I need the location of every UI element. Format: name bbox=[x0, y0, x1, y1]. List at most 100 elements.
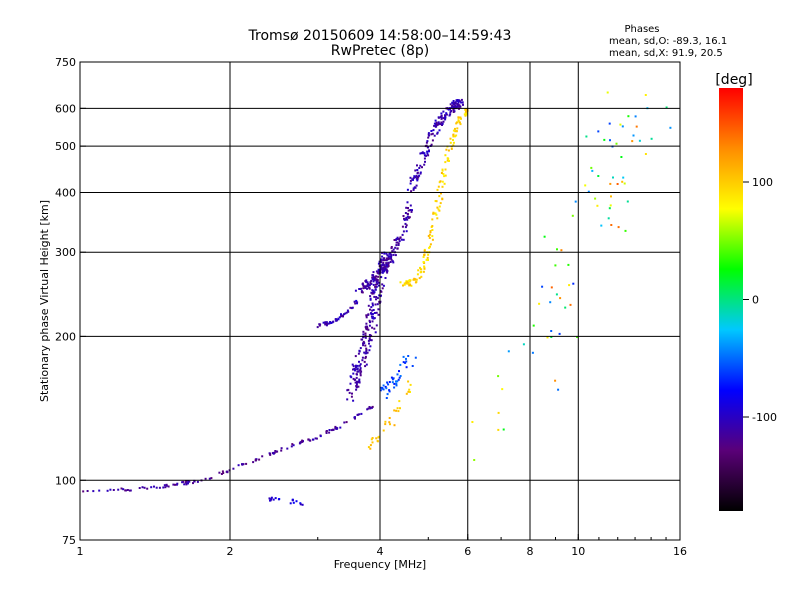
data-point-5-143 bbox=[454, 135, 456, 138]
data-point-9-45 bbox=[497, 375, 500, 378]
data-point-9-43 bbox=[608, 207, 611, 210]
data-point-3-93 bbox=[414, 169, 417, 172]
data-point-2-108 bbox=[386, 270, 389, 272]
data-point-5-39 bbox=[415, 278, 418, 281]
data-point-9-72 bbox=[594, 197, 597, 200]
data-point-6-22 bbox=[399, 407, 401, 410]
data-point-9-57 bbox=[632, 134, 635, 137]
data-point-7-24 bbox=[395, 384, 398, 387]
data-point-0-81 bbox=[371, 405, 374, 408]
data-point-1-202 bbox=[362, 330, 365, 333]
data-point-1-206 bbox=[364, 344, 367, 347]
data-point-8-1 bbox=[270, 498, 273, 501]
data-point-0-59 bbox=[358, 413, 361, 416]
data-point-3-36 bbox=[419, 152, 422, 155]
data-point-0-109 bbox=[339, 426, 342, 429]
data-point-1-179 bbox=[364, 336, 367, 339]
data-point-1-102 bbox=[369, 295, 372, 298]
data-point-3-50 bbox=[421, 151, 424, 154]
data-point-0-111 bbox=[187, 480, 190, 483]
data-point-1-134 bbox=[371, 313, 374, 315]
data-point-2-83 bbox=[392, 261, 395, 264]
data-point-1-14 bbox=[384, 265, 387, 268]
data-point-2-33 bbox=[405, 230, 408, 233]
data-point-2-65 bbox=[373, 279, 376, 282]
data-point-2-67 bbox=[393, 239, 396, 241]
data-point-1-197 bbox=[379, 258, 382, 261]
data-point-9-75 bbox=[543, 235, 546, 238]
data-point-7-18 bbox=[385, 387, 388, 390]
data-point-5-149 bbox=[447, 149, 450, 152]
data-point-3-114 bbox=[416, 179, 419, 182]
data-point-8-3 bbox=[274, 497, 277, 500]
data-point-5-25 bbox=[429, 230, 432, 233]
data-point-0-53 bbox=[98, 489, 101, 492]
data-point-5-29 bbox=[439, 202, 442, 205]
data-point-2-92 bbox=[407, 216, 410, 219]
data-point-0-132 bbox=[343, 421, 346, 424]
data-point-3-95 bbox=[416, 178, 419, 181]
data-point-1-216 bbox=[365, 322, 368, 325]
data-point-7-15 bbox=[395, 382, 398, 385]
data-point-1-42 bbox=[359, 347, 362, 350]
data-point-2-29 bbox=[403, 218, 406, 221]
data-point-0-7 bbox=[220, 473, 223, 475]
data-point-1-104 bbox=[352, 399, 355, 402]
data-point-2-100 bbox=[395, 241, 398, 244]
data-point-5-48 bbox=[437, 208, 440, 211]
x-tick-label-4: 8 bbox=[527, 545, 534, 558]
data-point-3-136 bbox=[437, 116, 440, 119]
data-point-1-101 bbox=[370, 339, 373, 342]
data-point-1-126 bbox=[364, 355, 367, 358]
data-point-6-11 bbox=[397, 410, 400, 413]
data-point-1-123 bbox=[352, 377, 355, 380]
data-point-0-33 bbox=[301, 440, 304, 443]
x-tick-label-2: 4 bbox=[377, 545, 384, 558]
data-point-1-68 bbox=[360, 370, 363, 373]
data-point-0-136 bbox=[353, 416, 356, 419]
data-point-1-51 bbox=[351, 392, 353, 395]
data-point-2-129 bbox=[371, 276, 374, 279]
data-point-1-84 bbox=[363, 342, 366, 345]
data-point-1-227 bbox=[374, 285, 377, 288]
data-point-4-6 bbox=[316, 326, 319, 329]
data-point-3-154 bbox=[419, 171, 422, 174]
data-point-3-72 bbox=[441, 124, 443, 126]
data-point-9-74 bbox=[619, 123, 622, 126]
data-point-1-151 bbox=[358, 364, 361, 367]
data-point-1-180 bbox=[369, 308, 371, 311]
grid-lines bbox=[80, 62, 680, 540]
data-point-0-133 bbox=[335, 427, 338, 430]
data-point-0-102 bbox=[188, 480, 191, 483]
data-point-3-20 bbox=[452, 100, 455, 102]
data-point-1-19 bbox=[354, 381, 357, 384]
data-point-5-89 bbox=[449, 137, 452, 140]
data-point-1-129 bbox=[389, 261, 392, 263]
data-point-1-156 bbox=[371, 315, 374, 318]
data-point-2-60 bbox=[362, 287, 365, 290]
data-point-3-123 bbox=[430, 133, 433, 136]
data-point-1-16 bbox=[358, 379, 361, 382]
data-point-1-214 bbox=[368, 337, 371, 340]
data-point-3-125 bbox=[434, 125, 437, 128]
data-point-5-17 bbox=[438, 195, 441, 198]
data-point-2-112 bbox=[360, 290, 363, 293]
data-point-4-35 bbox=[356, 301, 359, 304]
chart-subtitle: RwPretec (8p) bbox=[331, 43, 429, 59]
data-point-9-2 bbox=[650, 137, 653, 140]
data-point-1-170 bbox=[351, 363, 354, 366]
data-point-1-133 bbox=[364, 357, 367, 360]
data-point-1-114 bbox=[382, 261, 385, 264]
data-point-3-24 bbox=[419, 164, 422, 167]
x-tick-label-5: 10 bbox=[571, 545, 585, 558]
data-point-1-152 bbox=[374, 283, 377, 286]
data-point-9-54 bbox=[596, 204, 599, 207]
phases-stat-o: mean, sd,O: -89.3, 16.1 bbox=[609, 36, 727, 47]
chart-title: Tromsø 20150609 14:58:00–14:59:43 bbox=[248, 28, 512, 44]
data-point-1-13 bbox=[371, 304, 374, 307]
data-point-1-107 bbox=[376, 303, 379, 306]
data-point-6-28 bbox=[382, 429, 385, 432]
data-point-4-34 bbox=[325, 323, 328, 326]
data-point-7-36 bbox=[405, 357, 407, 360]
data-point-7-38 bbox=[381, 387, 384, 389]
